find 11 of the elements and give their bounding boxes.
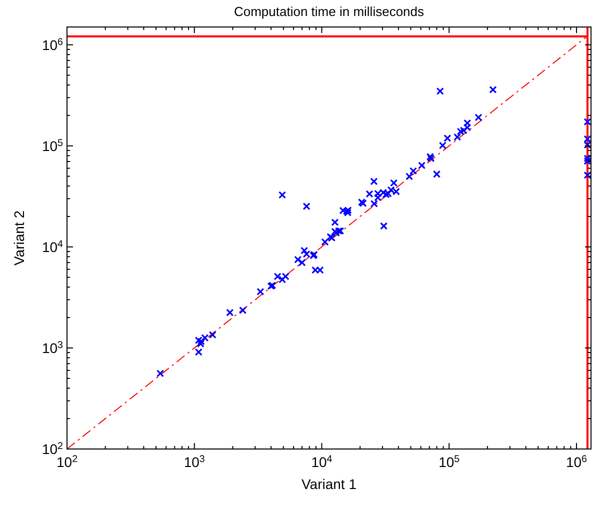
- y-tick-label: 10$^{4}$: [42, 238, 64, 255]
- x-tick-label: 10$^{5}$: [438, 454, 460, 470]
- chart-title: Computation time in milliseconds: [234, 4, 425, 19]
- y-tick-label: 10$^{6}$: [42, 36, 64, 53]
- x-tick-label: 10$^{4}$: [311, 454, 333, 470]
- x-axis-title: Variant 1: [302, 476, 357, 492]
- y-tick-label: 10$^{3}$: [42, 339, 64, 356]
- y-tick-label: 10$^{5}$: [42, 137, 64, 154]
- x-tick-label: 10$^{3}$: [184, 454, 206, 470]
- x-tick-label: 10$^{6}$: [566, 454, 588, 470]
- y-axis-title: Variant 2: [11, 210, 27, 266]
